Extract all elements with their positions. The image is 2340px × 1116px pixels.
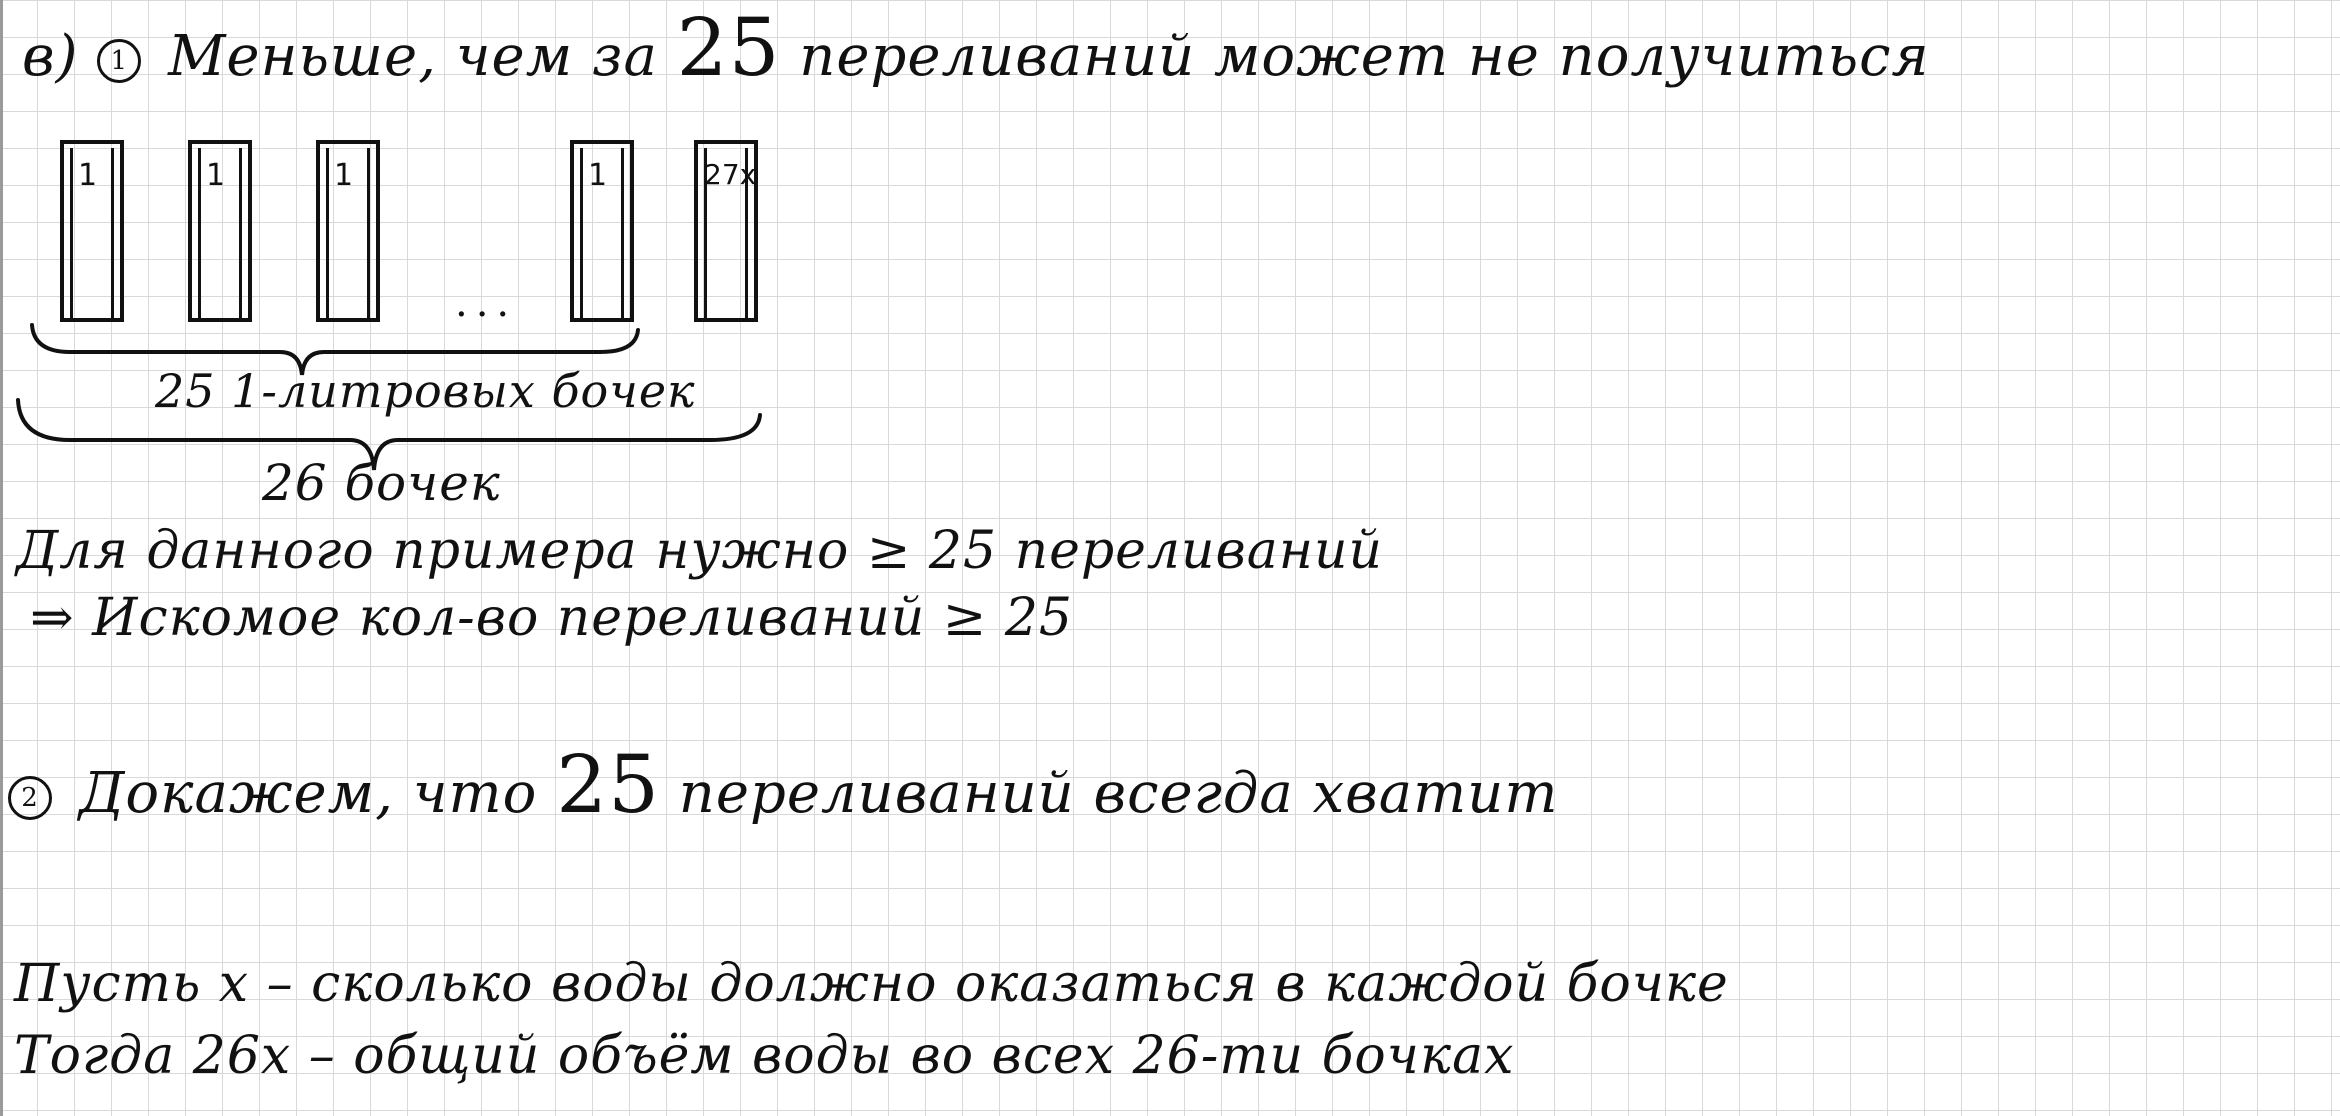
- page-left-border: [0, 0, 3, 1116]
- barrel-25-label: 1: [588, 158, 608, 193]
- barrel-2-inner: [198, 148, 242, 318]
- step1-claim-number: 25: [676, 1, 781, 94]
- barrel-25-inner: [580, 148, 624, 318]
- step1-heading: в) 1 Меньше, чем за 25 переливаний может…: [22, 8, 1930, 88]
- barrel-25: 1: [570, 140, 634, 322]
- barrel-26: 27x: [694, 140, 758, 322]
- barrels-ellipsis: ...: [455, 280, 518, 326]
- barrel-3-inner: [326, 148, 370, 318]
- definition-line-1: Пусть x – сколько воды должно оказаться …: [14, 954, 1729, 1014]
- barrel-1: 1: [60, 140, 124, 322]
- step2-text-before: Докажем, что: [78, 761, 538, 826]
- step1-number-circle: 1: [97, 38, 142, 83]
- step1-claim-after: переливаний может не получиться: [799, 24, 1930, 89]
- barrel-3-label: 1: [334, 158, 354, 193]
- barrel-1-inner: [70, 148, 114, 318]
- barrel-2-label: 1: [206, 158, 226, 193]
- step2-heading: 2 Докажем, что 25 переливаний всегда хва…: [8, 745, 1558, 825]
- brace-small-label: 25 1-литровых бочек: [155, 364, 696, 418]
- step1-claim-before: Меньше, чем за: [168, 24, 658, 89]
- definition-line-2: Тогда 26x – общий объём воды во всех 26-…: [14, 1026, 1515, 1086]
- barrel-26-label: 27x: [704, 158, 757, 191]
- barrel-26-inner: [704, 148, 748, 318]
- barrel-2: 1: [188, 140, 252, 322]
- barrel-1-label: 1: [78, 158, 98, 193]
- part-label: в): [22, 24, 79, 89]
- step2-text-number: 25: [556, 738, 660, 831]
- conclusion-line-1: Для данного примера нужно ≥ 25 переливан…: [16, 521, 1384, 581]
- barrel-3: 1: [316, 140, 380, 322]
- conclusion-line-2: ⇒ Искомое кол-во переливаний ≥ 25: [30, 588, 1074, 648]
- step2-text-after: переливаний всегда хватит: [678, 761, 1559, 826]
- step2-number-circle: 2: [8, 775, 52, 820]
- brace-large-label: 26 бочек: [262, 454, 501, 512]
